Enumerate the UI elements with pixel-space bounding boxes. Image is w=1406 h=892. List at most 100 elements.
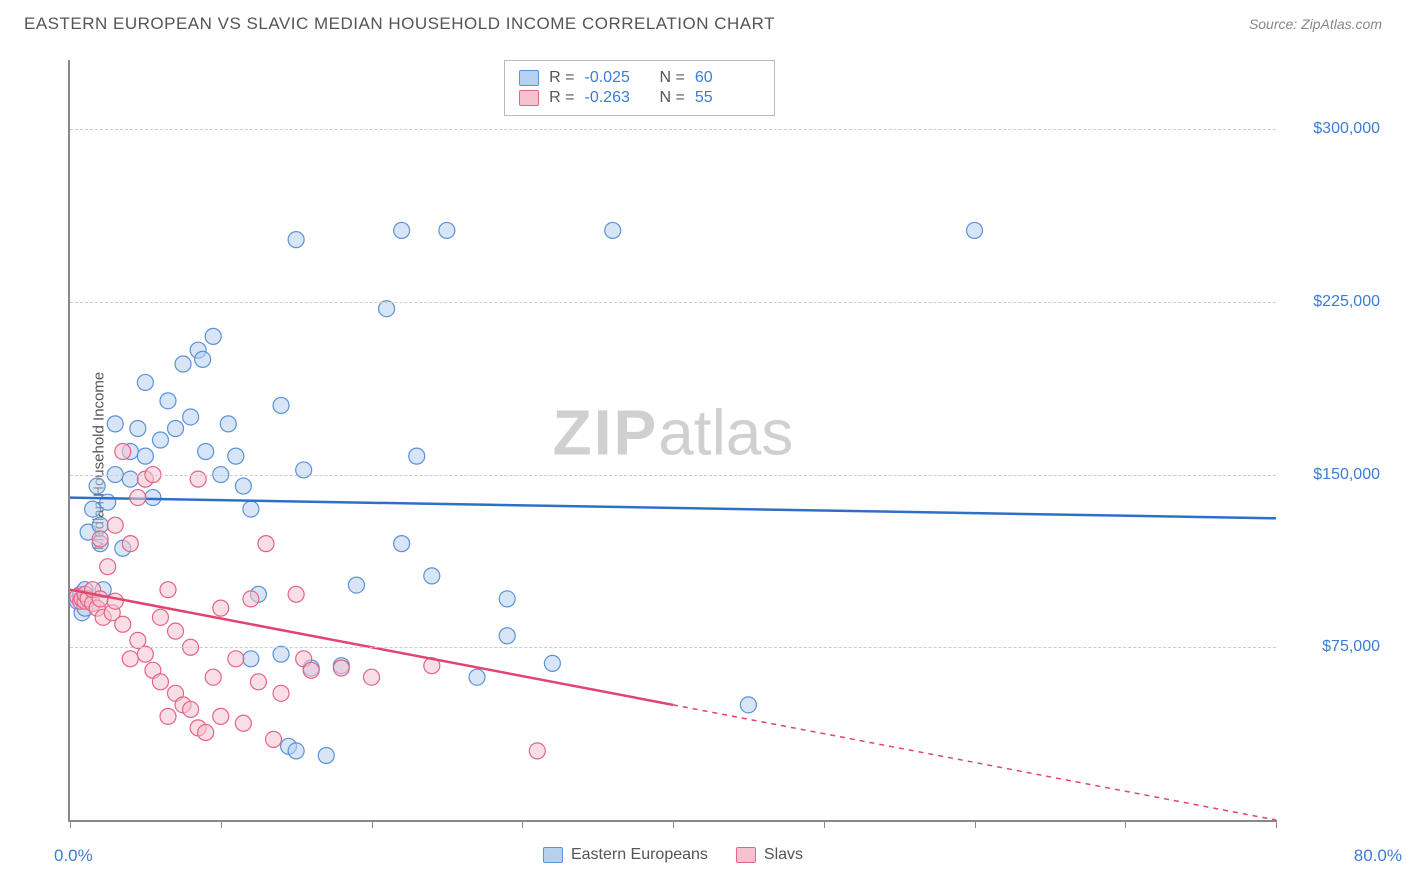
gridline — [70, 647, 1276, 648]
scatter-point — [205, 669, 221, 685]
scatter-point — [273, 646, 289, 662]
scatter-point — [318, 748, 334, 764]
scatter-point — [228, 448, 244, 464]
scatter-point — [122, 651, 138, 667]
scatter-point — [740, 697, 756, 713]
scatter-point — [213, 600, 229, 616]
scatter-point — [235, 478, 251, 494]
scatter-point — [364, 669, 380, 685]
scatter-point — [183, 409, 199, 425]
stats-swatch — [519, 90, 539, 106]
scatter-point — [137, 448, 153, 464]
stats-n-label: N = — [660, 89, 685, 107]
scatter-point — [605, 222, 621, 238]
scatter-point — [137, 646, 153, 662]
scatter-point — [228, 651, 244, 667]
legend-item: Eastern Europeans — [543, 846, 708, 864]
scatter-point — [107, 593, 123, 609]
stats-r-label: R = — [549, 89, 574, 107]
scatter-point — [424, 568, 440, 584]
scatter-point — [107, 416, 123, 432]
stats-r-label: R = — [549, 69, 574, 87]
scatter-point — [89, 478, 105, 494]
scatter-point — [115, 444, 131, 460]
scatter-point — [145, 490, 161, 506]
stats-n-label: N = — [660, 69, 685, 87]
scatter-point — [213, 708, 229, 724]
series-legend: Eastern Europeans Slavs — [543, 846, 803, 864]
legend-swatch — [543, 847, 563, 863]
scatter-point — [195, 351, 211, 367]
x-tick — [673, 820, 674, 828]
stats-n-value: 60 — [695, 69, 750, 87]
scatter-point — [137, 374, 153, 390]
chart-header: EASTERN EUROPEAN VS SLAVIC MEDIAN HOUSEH… — [0, 0, 1406, 42]
scatter-point — [394, 536, 410, 552]
scatter-point — [243, 501, 259, 517]
scatter-point — [183, 701, 199, 717]
scatter-point — [130, 420, 146, 436]
scatter-point — [288, 743, 304, 759]
scatter-point — [296, 462, 312, 478]
scatter-point — [499, 628, 515, 644]
scatter-svg — [70, 60, 1276, 820]
scatter-point — [220, 416, 236, 432]
scatter-point — [394, 222, 410, 238]
chart-container: Median Household Income ZIPatlas R = -0.… — [20, 50, 1386, 872]
scatter-point — [100, 559, 116, 575]
x-tick — [975, 820, 976, 828]
legend-swatch — [736, 847, 756, 863]
stats-r-value: -0.263 — [585, 89, 640, 107]
gridline — [70, 302, 1276, 303]
chart-source: Source: ZipAtlas.com — [1249, 16, 1382, 32]
scatter-point — [333, 660, 349, 676]
scatter-point — [303, 662, 319, 678]
scatter-point — [250, 674, 266, 690]
y-tick-label: $225,000 — [1284, 293, 1380, 311]
y-tick-label: $150,000 — [1284, 466, 1380, 484]
stats-n-value: 55 — [695, 89, 750, 107]
legend-label: Eastern Europeans — [571, 846, 708, 864]
scatter-point — [198, 724, 214, 740]
scatter-point — [107, 517, 123, 533]
x-axis-min-label: 0.0% — [54, 846, 93, 866]
scatter-point — [409, 448, 425, 464]
scatter-point — [152, 432, 168, 448]
scatter-point — [168, 420, 184, 436]
scatter-point — [529, 743, 545, 759]
scatter-point — [85, 501, 101, 517]
scatter-point — [469, 669, 485, 685]
scatter-point — [348, 577, 364, 593]
scatter-point — [967, 222, 983, 238]
stats-legend-box: R = -0.025 N = 60 R = -0.263 N = 55 — [504, 60, 775, 116]
scatter-point — [288, 586, 304, 602]
stats-row: R = -0.263 N = 55 — [519, 89, 760, 107]
scatter-point — [175, 356, 191, 372]
x-tick — [824, 820, 825, 828]
scatter-point — [235, 715, 251, 731]
scatter-point — [130, 490, 146, 506]
x-tick — [70, 820, 71, 828]
scatter-point — [160, 393, 176, 409]
x-tick — [221, 820, 222, 828]
gridline — [70, 475, 1276, 476]
scatter-point — [439, 222, 455, 238]
plot-area: ZIPatlas R = -0.025 N = 60 R = -0.263 N … — [68, 60, 1276, 822]
scatter-point — [198, 444, 214, 460]
scatter-point — [122, 536, 138, 552]
legend-label: Slavs — [764, 846, 803, 864]
stats-row: R = -0.025 N = 60 — [519, 69, 760, 87]
chart-title: EASTERN EUROPEAN VS SLAVIC MEDIAN HOUSEH… — [24, 14, 775, 34]
scatter-point — [115, 616, 131, 632]
x-axis-max-label: 80.0% — [1354, 846, 1402, 866]
scatter-point — [288, 232, 304, 248]
y-tick-label: $75,000 — [1284, 638, 1380, 656]
scatter-point — [243, 651, 259, 667]
y-tick-label: $300,000 — [1284, 120, 1380, 138]
legend-item: Slavs — [736, 846, 803, 864]
x-tick — [372, 820, 373, 828]
scatter-point — [100, 494, 116, 510]
gridline — [70, 129, 1276, 130]
scatter-point — [205, 328, 221, 344]
scatter-point — [266, 731, 282, 747]
